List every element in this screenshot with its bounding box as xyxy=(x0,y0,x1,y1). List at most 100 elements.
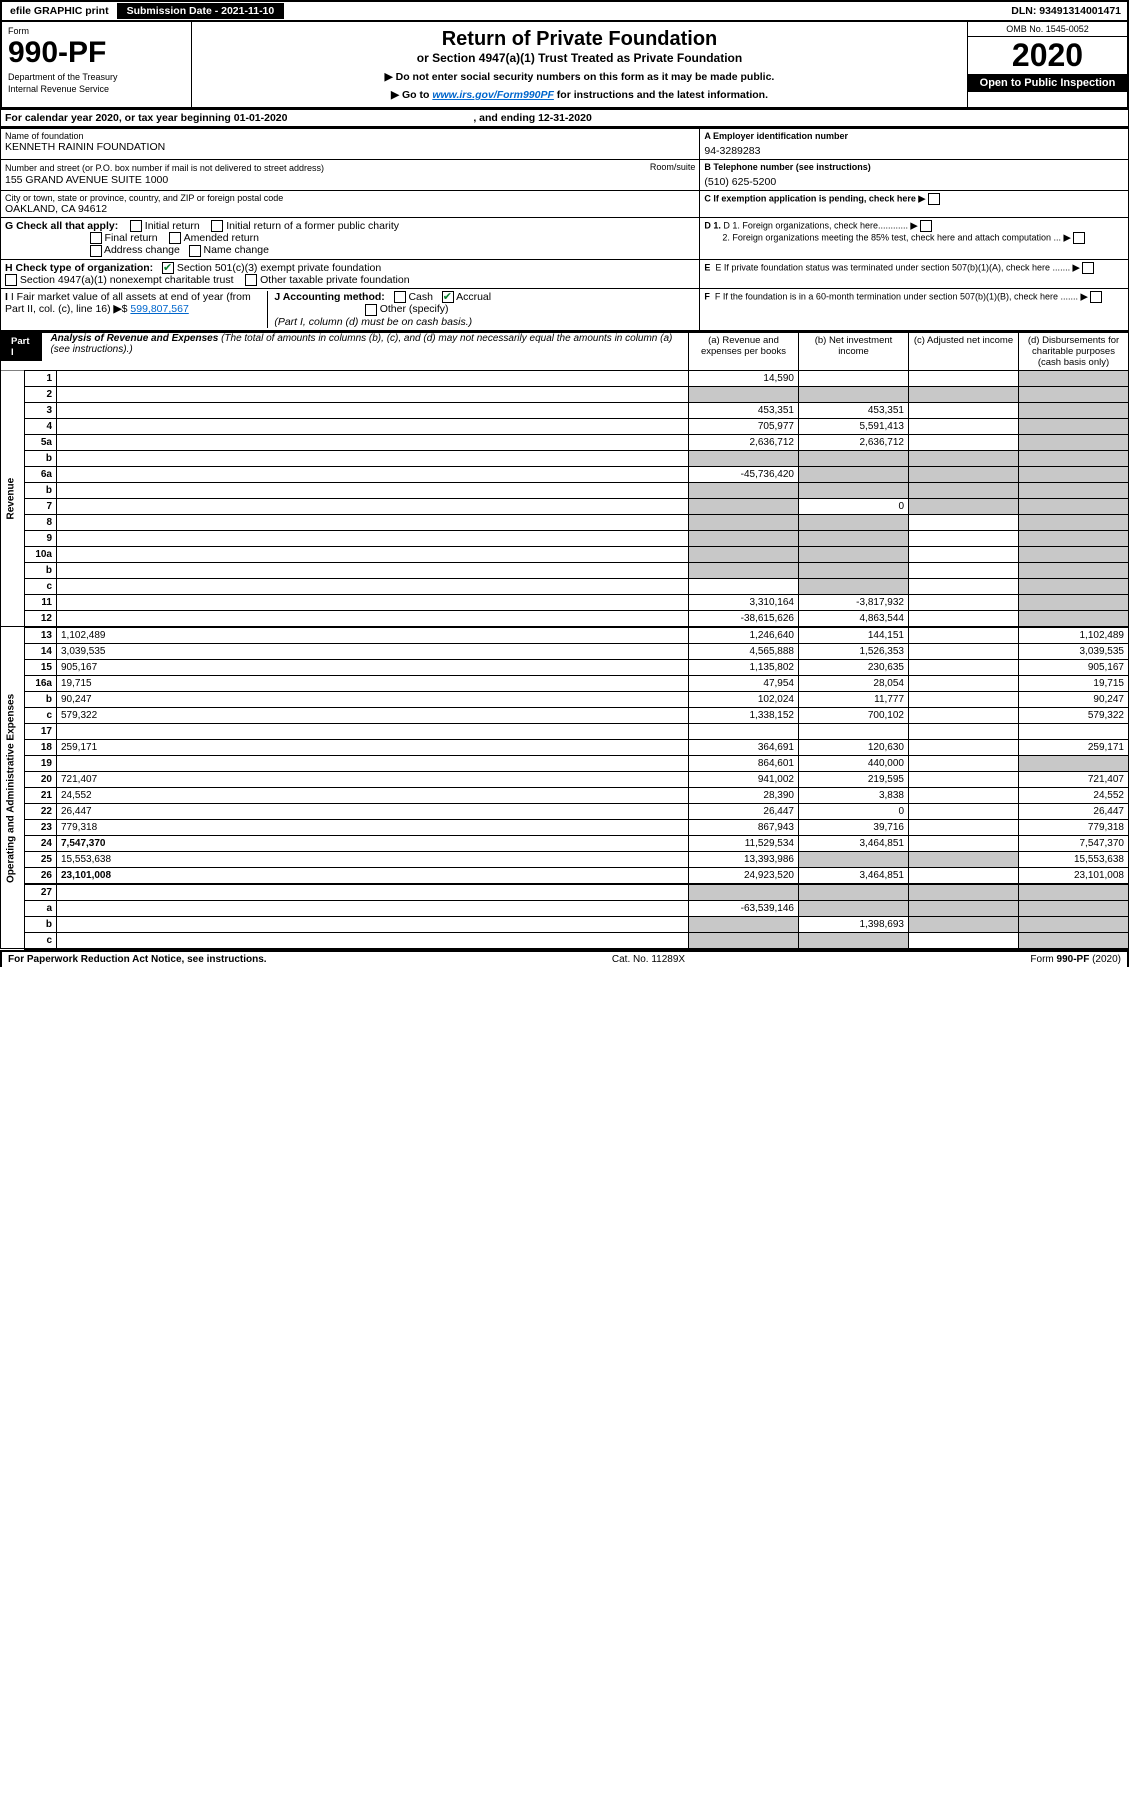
row-description xyxy=(57,450,689,466)
cell-d: 1,102,489 xyxy=(1019,627,1129,644)
d1-checkbox[interactable] xyxy=(920,220,932,232)
d2-label: 2. Foreign organizations meeting the 85%… xyxy=(704,232,1124,244)
e-checkbox[interactable] xyxy=(1082,262,1094,274)
cell-a xyxy=(689,884,799,901)
row-description: 259,171 xyxy=(57,739,689,755)
cell-c xyxy=(909,659,1019,675)
cell-d: 15,553,638 xyxy=(1019,851,1129,867)
h-4947-checkbox[interactable] xyxy=(5,274,17,286)
row-number: 25 xyxy=(25,851,57,867)
cell-b xyxy=(799,514,909,530)
cell-b: 3,464,851 xyxy=(799,867,909,884)
cell-c xyxy=(909,514,1019,530)
footer: For Paperwork Reduction Act Notice, see … xyxy=(0,950,1129,967)
cell-c xyxy=(909,900,1019,916)
cell-a: 4,565,888 xyxy=(689,643,799,659)
cell-a: 1,338,152 xyxy=(689,707,799,723)
j-other-checkbox[interactable] xyxy=(365,304,377,316)
g-name-change[interactable] xyxy=(189,245,201,257)
row-number: a xyxy=(25,900,57,916)
cell-b: 39,716 xyxy=(799,819,909,835)
cell-c xyxy=(909,787,1019,803)
h-501c3-checkbox[interactable] xyxy=(162,262,174,274)
cell-c xyxy=(909,434,1019,450)
h-other-checkbox[interactable] xyxy=(245,274,257,286)
phone-label: B Telephone number (see instructions) xyxy=(704,162,1124,172)
cell-d xyxy=(1019,466,1129,482)
name-label: Name of foundation xyxy=(5,131,695,141)
cell-c xyxy=(909,723,1019,739)
row-number: 27 xyxy=(25,884,57,901)
cell-c xyxy=(909,851,1019,867)
cell-b xyxy=(799,386,909,402)
row-number: 21 xyxy=(25,787,57,803)
cell-d xyxy=(1019,900,1129,916)
cell-b xyxy=(799,723,909,739)
f-checkbox[interactable] xyxy=(1090,291,1102,303)
part1-grid: Part I Analysis of Revenue and Expenses … xyxy=(0,332,1129,950)
row-description xyxy=(57,466,689,482)
cell-d xyxy=(1019,418,1129,434)
cell-b xyxy=(799,530,909,546)
cell-d: 24,552 xyxy=(1019,787,1129,803)
cell-d xyxy=(1019,530,1129,546)
row-description: 779,318 xyxy=(57,819,689,835)
g-label: G Check all that apply: xyxy=(5,220,118,232)
calendar-year-row: For calendar year 2020, or tax year begi… xyxy=(0,109,1129,128)
row-description: 15,553,638 xyxy=(57,851,689,867)
cell-c xyxy=(909,482,1019,498)
row-number: 20 xyxy=(25,771,57,787)
cell-d: 7,547,370 xyxy=(1019,835,1129,851)
cell-a xyxy=(689,932,799,949)
g-address-change[interactable] xyxy=(90,245,102,257)
row-number: 14 xyxy=(25,643,57,659)
j-accrual-checkbox[interactable] xyxy=(442,291,454,303)
cell-c xyxy=(909,546,1019,562)
identity-block: Name of foundation KENNETH RAININ FOUNDA… xyxy=(0,128,1129,332)
row-number: 19 xyxy=(25,755,57,771)
row-number: 6a xyxy=(25,466,57,482)
cell-b: 453,351 xyxy=(799,402,909,418)
g-amended[interactable] xyxy=(169,232,181,244)
cell-a xyxy=(689,916,799,932)
cell-d xyxy=(1019,498,1129,514)
j-cash-checkbox[interactable] xyxy=(394,291,406,303)
cell-d xyxy=(1019,578,1129,594)
i-label: I Fair market value of all assets at end… xyxy=(5,291,251,315)
cell-d xyxy=(1019,916,1129,932)
cell-d: 90,247 xyxy=(1019,691,1129,707)
row-number: b xyxy=(25,482,57,498)
g-final-return[interactable] xyxy=(90,232,102,244)
row-description xyxy=(57,723,689,739)
row-number: 26 xyxy=(25,867,57,884)
g-initial-return[interactable] xyxy=(130,220,142,232)
row-number: 15 xyxy=(25,659,57,675)
cell-c xyxy=(909,610,1019,627)
cell-a: 3,310,164 xyxy=(689,594,799,610)
cell-b xyxy=(799,450,909,466)
irs-link[interactable]: www.irs.gov/Form990PF xyxy=(432,89,554,101)
row-description: 24,552 xyxy=(57,787,689,803)
c-checkbox[interactable] xyxy=(928,193,940,205)
fmv-value[interactable]: 599,807,567 xyxy=(130,303,188,315)
cell-a xyxy=(689,386,799,402)
tax-year: 2020 xyxy=(968,37,1127,74)
row-number: 4 xyxy=(25,418,57,434)
row-description: 26,447 xyxy=(57,803,689,819)
room-label: Room/suite xyxy=(650,162,696,172)
cell-b: 4,863,544 xyxy=(799,610,909,627)
cell-c xyxy=(909,803,1019,819)
efile-btn[interactable]: efile GRAPHIC print xyxy=(2,3,119,19)
row-number: 2 xyxy=(25,386,57,402)
omb-number: OMB No. 1545-0052 xyxy=(968,22,1127,37)
form-header: Form 990-PF Department of the Treasury I… xyxy=(0,22,1129,109)
d2-checkbox[interactable] xyxy=(1073,232,1085,244)
cell-a xyxy=(689,723,799,739)
cell-a: 453,351 xyxy=(689,402,799,418)
row-number: 17 xyxy=(25,723,57,739)
row-description xyxy=(57,932,689,949)
g-initial-former[interactable] xyxy=(211,220,223,232)
dln: DLN: 93491314001471 xyxy=(1011,5,1127,17)
row-description xyxy=(57,434,689,450)
cell-b xyxy=(799,482,909,498)
